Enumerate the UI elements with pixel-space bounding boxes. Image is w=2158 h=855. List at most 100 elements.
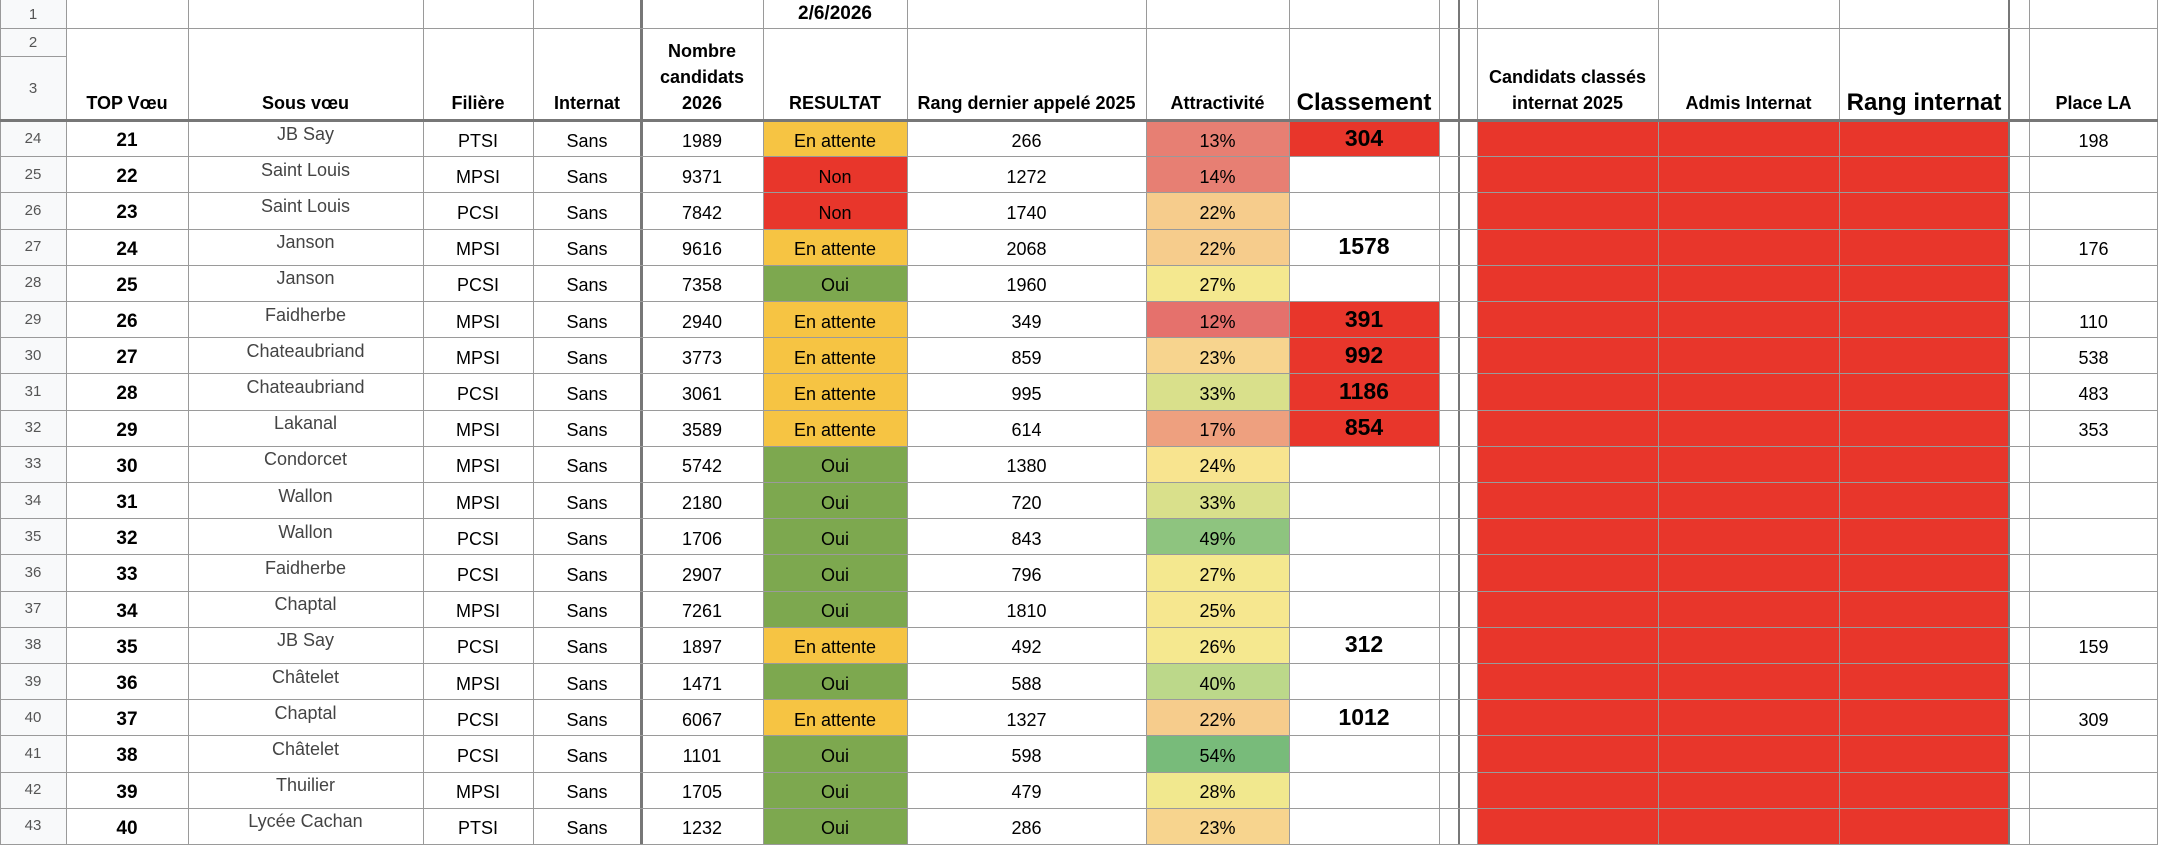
place-la-cell[interactable]	[2029, 554, 2158, 590]
row-number[interactable]: 38	[0, 626, 66, 663]
nombre-candidats-cell[interactable]: 1897	[681, 637, 723, 658]
resultat-cell[interactable]: En attente	[763, 409, 907, 446]
top-voeu-cell[interactable]: 21	[116, 130, 138, 152]
attractivite-cell[interactable]: 22%	[1146, 699, 1289, 736]
row-number[interactable]: 3	[0, 56, 66, 120]
attractivite-cell[interactable]: 17%	[1146, 409, 1289, 446]
internat-cell[interactable]: Sans	[566, 347, 608, 368]
top-voeu-cell[interactable]: 31	[116, 492, 138, 514]
attractivite-cell[interactable]: 22%	[1146, 192, 1289, 229]
internat-cell[interactable]: Sans	[566, 311, 608, 332]
resultat-cell[interactable]: En attente	[763, 120, 907, 157]
row-number[interactable]: 41	[0, 735, 66, 772]
internat-cell[interactable]: Sans	[566, 130, 608, 151]
place-la-cell[interactable]: 483	[2078, 383, 2109, 404]
classement-cell[interactable]	[1289, 156, 1439, 192]
resultat-cell[interactable]: Oui	[763, 735, 907, 772]
attractivite-cell[interactable]: 12%	[1146, 301, 1289, 338]
header-nombre-candidats[interactable]: Nombre candidats 2026	[659, 41, 745, 113]
rang-dernier-cell[interactable]: 995	[1011, 383, 1042, 404]
place-la-cell[interactable]: 159	[2078, 637, 2109, 658]
place-la-cell[interactable]	[2029, 735, 2158, 771]
header-admis-internat[interactable]: Admis Internat	[1685, 93, 1812, 113]
rang-dernier-cell[interactable]: 2068	[1006, 239, 1047, 260]
rang-dernier-cell[interactable]: 859	[1011, 347, 1042, 368]
filiere-cell[interactable]: MPSI	[455, 601, 500, 622]
classement-cell[interactable]	[1289, 591, 1439, 627]
nombre-candidats-cell[interactable]: 7358	[681, 275, 723, 296]
place-la-cell[interactable]: 110	[2079, 311, 2108, 332]
row-number[interactable]: 37	[0, 590, 66, 627]
row-number[interactable]: 35	[0, 518, 66, 555]
filiere-cell[interactable]: PCSI	[456, 637, 499, 658]
rang-dernier-cell[interactable]: 598	[1011, 745, 1042, 766]
attractivite-cell[interactable]: 40%	[1146, 663, 1289, 700]
place-la-cell[interactable]	[2029, 192, 2158, 228]
classement-cell[interactable]: 854	[1289, 409, 1439, 446]
rang-dernier-cell[interactable]: 1272	[1006, 166, 1047, 187]
filiere-cell[interactable]: PCSI	[456, 383, 499, 404]
attractivite-cell[interactable]: 23%	[1146, 337, 1289, 374]
resultat-cell[interactable]: Oui	[763, 663, 907, 700]
attractivite-cell[interactable]: 27%	[1146, 264, 1289, 301]
filiere-cell[interactable]: MPSI	[455, 420, 500, 441]
resultat-cell[interactable]: Oui	[763, 554, 907, 591]
place-la-cell[interactable]: 309	[2078, 709, 2109, 730]
resultat-cell[interactable]: Oui	[763, 445, 907, 482]
classement-cell[interactable]	[1289, 554, 1439, 590]
rang-dernier-cell[interactable]: 843	[1011, 528, 1042, 549]
rang-dernier-cell[interactable]: 1380	[1006, 456, 1047, 477]
filiere-cell[interactable]: PCSI	[456, 709, 499, 730]
place-la-cell[interactable]	[2029, 663, 2158, 699]
top-voeu-cell[interactable]: 38	[116, 745, 138, 767]
resultat-cell[interactable]: En attente	[763, 337, 907, 374]
rang-dernier-cell[interactable]: 1740	[1006, 202, 1047, 223]
row-number[interactable]: 29	[0, 301, 66, 338]
nombre-candidats-cell[interactable]: 3061	[681, 383, 723, 404]
row-number[interactable]: 31	[0, 373, 66, 410]
top-voeu-cell[interactable]: 29	[116, 419, 138, 441]
resultat-cell[interactable]: Oui	[763, 264, 907, 301]
sous-voeu-cell[interactable]: Châtelet	[271, 738, 340, 759]
header-candidats-internat[interactable]: Candidats classés internat 2025	[1488, 67, 1647, 113]
top-voeu-cell[interactable]: 22	[116, 166, 138, 188]
resultat-cell[interactable]: En attente	[763, 373, 907, 410]
attractivite-cell[interactable]: 22%	[1146, 228, 1289, 265]
top-voeu-cell[interactable]: 39	[116, 781, 138, 803]
nombre-candidats-cell[interactable]: 1232	[681, 818, 723, 839]
attractivite-cell[interactable]: 33%	[1146, 373, 1289, 410]
place-la-cell[interactable]	[2029, 446, 2158, 482]
rang-dernier-cell[interactable]: 1960	[1006, 275, 1047, 296]
rang-dernier-cell[interactable]: 1327	[1006, 709, 1047, 730]
row-number[interactable]: 30	[0, 337, 66, 374]
top-voeu-cell[interactable]: 26	[116, 311, 138, 333]
rang-dernier-cell[interactable]: 796	[1011, 564, 1042, 585]
sous-voeu-cell[interactable]: Lakanal	[273, 413, 338, 434]
row-number[interactable]: 36	[0, 554, 66, 591]
place-la-cell[interactable]: 353	[2078, 420, 2109, 441]
place-la-cell[interactable]	[2029, 772, 2158, 808]
internat-cell[interactable]: Sans	[566, 601, 608, 622]
filiere-cell[interactable]: MPSI	[455, 492, 500, 513]
row-number[interactable]: 25	[0, 156, 66, 193]
sous-voeu-cell[interactable]: Saint Louis	[260, 195, 351, 216]
sous-voeu-cell[interactable]: Janson	[276, 268, 335, 289]
row-number[interactable]: 43	[0, 807, 66, 844]
internat-cell[interactable]: Sans	[566, 202, 608, 223]
sous-voeu-cell[interactable]: Faidherbe	[264, 557, 347, 578]
classement-cell[interactable]	[1289, 735, 1439, 771]
classement-cell[interactable]	[1289, 446, 1439, 482]
nombre-candidats-cell[interactable]: 1989	[681, 130, 723, 151]
attractivite-cell[interactable]: 54%	[1146, 735, 1289, 772]
resultat-cell[interactable]: En attente	[763, 626, 907, 663]
sous-voeu-cell[interactable]: JB Say	[276, 123, 335, 144]
nombre-candidats-cell[interactable]: 7842	[681, 202, 723, 223]
row-number[interactable]: 40	[0, 699, 66, 736]
rang-dernier-cell[interactable]: 286	[1011, 818, 1042, 839]
rang-dernier-cell[interactable]: 266	[1011, 130, 1042, 151]
nombre-candidats-cell[interactable]: 2940	[681, 311, 723, 332]
row-number[interactable]: 32	[0, 409, 66, 446]
nombre-candidats-cell[interactable]: 9616	[681, 239, 723, 260]
sous-voeu-cell[interactable]: Lycée Cachan	[248, 811, 363, 832]
top-voeu-cell[interactable]: 25	[116, 274, 138, 296]
